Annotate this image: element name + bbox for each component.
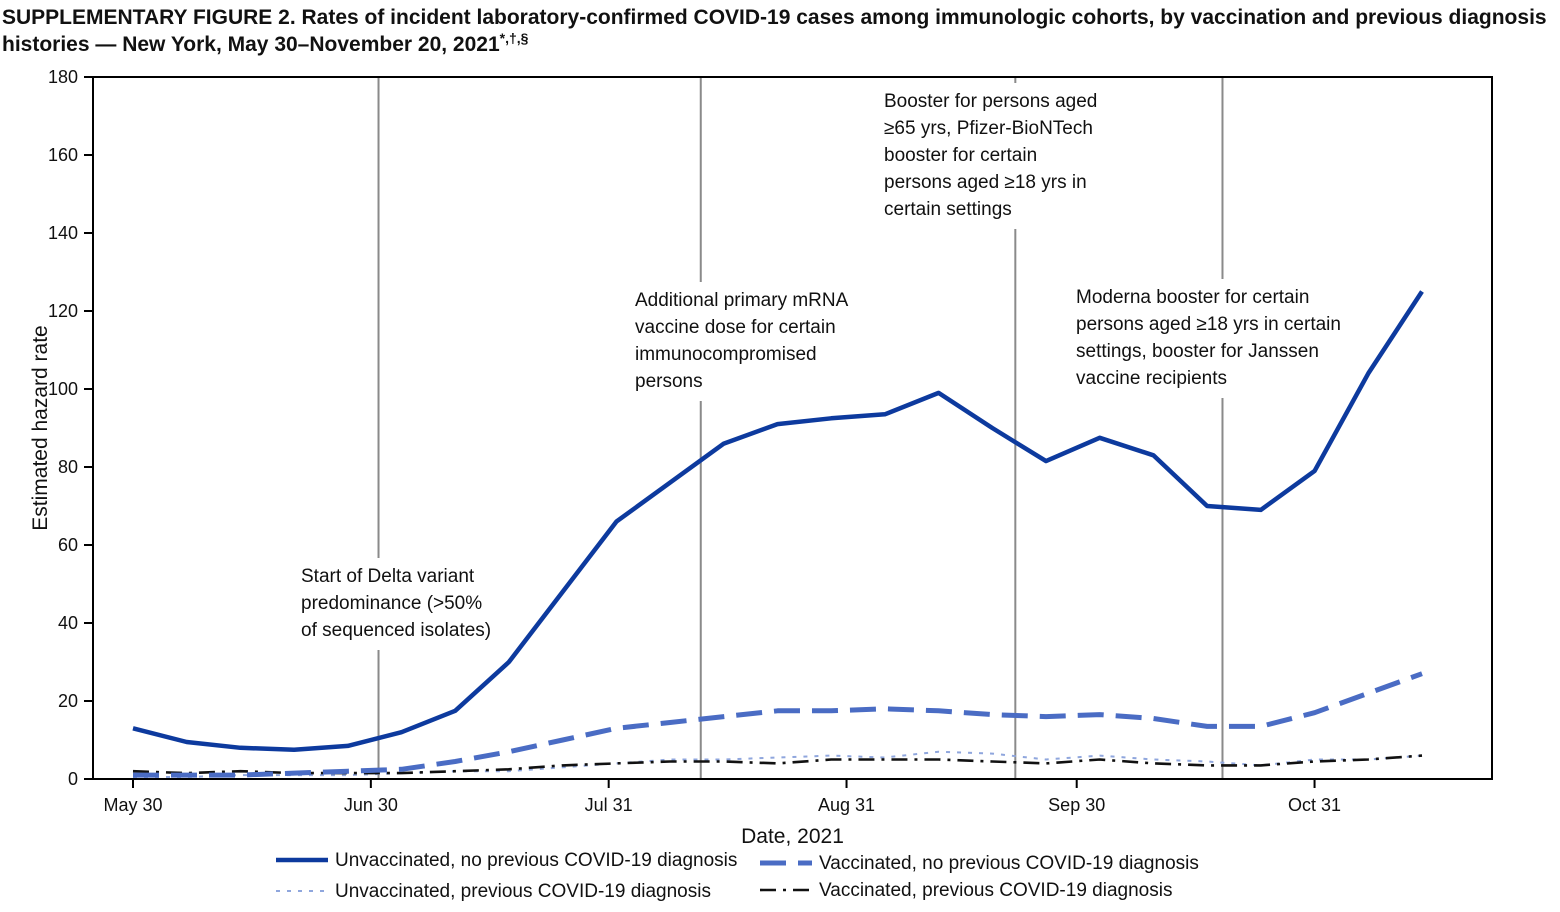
event-annotation-line: Booster for persons aged [884,91,1097,112]
x-tick-label: Aug 31 [818,795,875,815]
event-annotation-line: persons [635,371,703,392]
event-annotation-line: immunocompromised [635,344,817,365]
y-tick-label: 40 [58,613,78,633]
figure-title-footnote-marks: *,†,§ [499,30,529,46]
event-annotation-line: booster for certain [884,145,1037,166]
event-annotation-line: vaccine dose for certain [635,317,836,338]
y-tick-label: 140 [48,223,78,243]
x-tick-label: Oct 31 [1288,795,1341,815]
y-tick-label: 160 [48,145,78,165]
y-tick-label: 100 [48,379,78,399]
event-annotation: Moderna booster for certain persons aged … [1076,287,1341,389]
y-axis-title: Estimated hazard rate [29,325,52,530]
event-annotation-line: settings, booster for Janssen [1076,341,1319,362]
event-annotation-line: ≥65 yrs, Pfizer-BioNTech [884,118,1093,139]
event-annotation-line: Additional primary mRNA [635,290,849,311]
event-annotation: Start of Delta variant predominance (>50%… [301,566,491,641]
event-annotation-line: Moderna booster for certain [1076,287,1309,308]
event-annotation: Additional primary mRNA vaccine dose for … [635,290,849,392]
event-annotation-line: Start of Delta variant [301,566,475,587]
event-annotation-line: of sequenced isolates) [301,620,491,641]
x-tick-label: Jul 31 [585,795,633,815]
y-tick-label: 20 [58,691,78,711]
event-annotation-line: persons aged ≥18 yrs in [884,172,1087,193]
series-group [132,290,1424,778]
plot-frame [92,76,1493,780]
event-annotation-line: certain settings [884,199,1012,220]
event-annotation: Booster for persons aged ≥65 yrs, Pfizer-… [884,91,1097,220]
x-axis-title: Date, 2021 [741,825,844,848]
figure-title-text: SUPPLEMENTARY FIGURE 2. Rates of inciden… [2,6,1547,56]
y-tick-label: 180 [48,67,78,87]
x-tick-label: Jun 30 [344,795,398,815]
legend-label: Vaccinated, no previous COVID-19 diagnos… [819,853,1199,874]
legend-label: Unvaccinated, no previous COVID-19 diagn… [335,850,737,871]
y-tick-label: 0 [68,769,78,789]
legend-label: Unvaccinated, previous COVID-19 diagnosi… [335,881,711,902]
legend: Unvaccinated, no previous COVID-19 diagn… [276,850,1199,902]
legend-label: Vaccinated, previous COVID-19 diagnosis [819,880,1172,901]
event-lines-group [377,77,1224,779]
y-tick-label: 60 [58,535,78,555]
x-tick-label: Sep 30 [1048,795,1105,815]
event-annotations-group: Start of Delta variant predominance (>50%… [301,91,1341,641]
event-annotation-line: persons aged ≥18 yrs in certain [1076,314,1341,335]
series-line-2 [133,671,1423,778]
axes-group: 0 20 40 60 80 100 120 140 160 180 May 30 Jun 30 Jul … [48,67,1341,815]
event-annotation-line: predominance (>50% [301,593,482,614]
x-tick-label: May 30 [103,795,162,815]
series-line-1 [132,290,1424,753]
y-tick-label: 120 [48,301,78,321]
y-tick-label: 80 [58,457,78,477]
event-annotation-line: vaccine recipients [1076,368,1227,389]
figure-title: SUPPLEMENTARY FIGURE 2. Rates of inciden… [2,4,1552,58]
